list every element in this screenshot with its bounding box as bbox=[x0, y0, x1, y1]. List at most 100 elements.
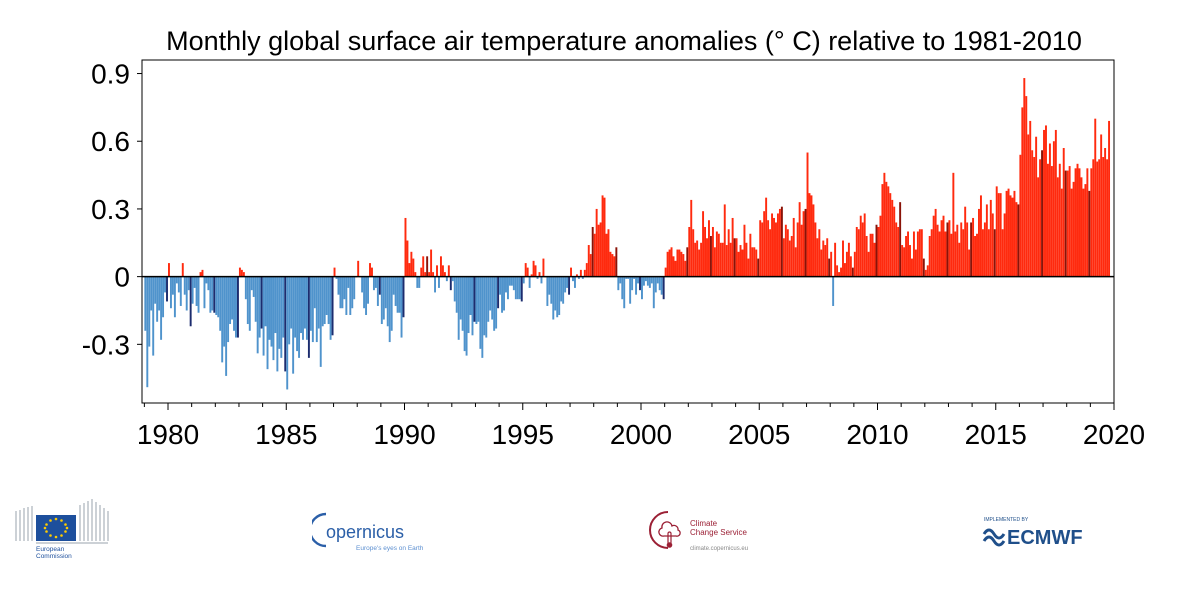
anomaly-bar bbox=[1041, 150, 1044, 277]
anomaly-bar bbox=[723, 204, 726, 277]
anomaly-bar bbox=[378, 276, 381, 295]
anomaly-bar bbox=[800, 224, 803, 277]
anomaly-bar bbox=[702, 211, 705, 277]
anomaly-bar bbox=[737, 251, 740, 277]
anomaly-bar bbox=[302, 276, 304, 340]
anomaly-bar bbox=[495, 276, 498, 329]
anomaly-bar bbox=[581, 276, 584, 279]
anomaly-bar bbox=[183, 276, 186, 295]
anomaly-bar bbox=[749, 233, 752, 277]
anomaly-bar bbox=[572, 276, 574, 282]
y-tick-label: -0.3 bbox=[82, 329, 130, 360]
anomaly-bar bbox=[648, 276, 651, 288]
anomaly-bar bbox=[893, 206, 896, 277]
anomaly-bar bbox=[177, 276, 180, 293]
anomaly-bar bbox=[993, 229, 996, 277]
anomaly-bar bbox=[597, 224, 600, 277]
anomaly-bar bbox=[406, 240, 409, 277]
anomaly-bar bbox=[382, 276, 385, 320]
anomaly-bar bbox=[428, 272, 431, 277]
anomaly-bar bbox=[270, 276, 273, 347]
x-tick-label: 2015 bbox=[965, 419, 1027, 450]
european-commission-logo: European Commission bbox=[14, 497, 114, 563]
anomaly-bar bbox=[778, 208, 781, 277]
anomaly-bar bbox=[272, 276, 275, 361]
anomaly-bar bbox=[510, 276, 513, 286]
anomaly-bar bbox=[798, 202, 801, 277]
anomaly-bar bbox=[392, 276, 395, 295]
anomaly-bar bbox=[1098, 159, 1101, 277]
anomaly-bar bbox=[816, 238, 819, 277]
anomaly-bar bbox=[613, 256, 616, 277]
anomaly-bar bbox=[414, 272, 417, 277]
anomaly-bar bbox=[633, 276, 636, 279]
anomaly-bar bbox=[887, 186, 890, 277]
anomaly-bar bbox=[491, 276, 494, 320]
ec-name-line2: Commission bbox=[36, 553, 72, 560]
anomaly-bar bbox=[235, 276, 237, 338]
anomaly-bar bbox=[867, 251, 870, 277]
anomaly-bar bbox=[997, 193, 1000, 277]
x-tick-label: 2020 bbox=[1083, 419, 1145, 450]
anomaly-bar bbox=[579, 269, 582, 277]
anomaly-bar bbox=[481, 276, 484, 358]
anomaly-bar bbox=[449, 276, 452, 291]
anomaly-bar bbox=[629, 276, 632, 304]
anomaly-bar bbox=[327, 276, 330, 325]
anomaly-bar bbox=[424, 272, 427, 277]
anomaly-bar bbox=[583, 269, 586, 277]
anomaly-bar bbox=[1056, 177, 1059, 277]
anomaly-bar bbox=[1046, 163, 1049, 277]
anomaly-bar bbox=[203, 276, 206, 309]
anomaly-bar bbox=[497, 276, 500, 309]
anomaly-bar bbox=[834, 242, 837, 277]
anomaly-bar bbox=[1092, 159, 1095, 277]
anomaly-bar bbox=[1086, 168, 1089, 277]
anomaly-bar bbox=[532, 260, 535, 277]
anomaly-bar bbox=[641, 276, 643, 300]
anomaly-bar bbox=[851, 267, 854, 277]
anomaly-bar bbox=[262, 276, 265, 356]
bars-group bbox=[144, 78, 1111, 390]
anomaly-bar bbox=[152, 276, 155, 356]
anomaly-bar bbox=[294, 276, 297, 338]
anomaly-bar bbox=[410, 251, 413, 277]
anomaly-bar bbox=[268, 276, 271, 340]
anomaly-bar bbox=[844, 263, 846, 277]
anomaly-bar bbox=[609, 251, 612, 277]
anomaly-bar bbox=[166, 276, 168, 302]
anomaly-bar bbox=[556, 276, 559, 318]
anomaly-bar bbox=[568, 276, 571, 295]
anomaly-bar bbox=[635, 276, 638, 295]
anomaly-bar bbox=[956, 224, 959, 277]
anomaly-bar bbox=[976, 233, 978, 277]
anomaly-bar bbox=[1039, 159, 1042, 277]
anomaly-bar bbox=[619, 276, 622, 284]
anomaly-bar bbox=[412, 258, 415, 277]
anomaly-bar bbox=[483, 276, 486, 336]
anomaly-bar bbox=[751, 247, 754, 277]
anomaly-bar bbox=[784, 224, 787, 277]
anomaly-bar bbox=[1035, 136, 1038, 277]
anomaly-bar bbox=[859, 215, 862, 277]
anomaly-bar bbox=[690, 199, 693, 277]
ec-name-line1: European bbox=[36, 546, 65, 553]
anomaly-bar bbox=[666, 251, 669, 277]
anomaly-bar bbox=[475, 276, 478, 325]
anomaly-bar bbox=[477, 276, 480, 322]
anomaly-bar bbox=[946, 222, 949, 277]
anomaly-bar bbox=[372, 276, 375, 291]
anomaly-bar bbox=[709, 236, 712, 277]
anomaly-bar bbox=[351, 276, 354, 309]
anomaly-bar bbox=[408, 263, 411, 277]
anomaly-bar bbox=[830, 251, 833, 277]
anomaly-bar bbox=[964, 206, 967, 277]
anomaly-bar bbox=[775, 222, 777, 277]
anomaly-bar bbox=[1003, 213, 1006, 277]
anomaly-bar bbox=[520, 276, 523, 302]
anomaly-bar bbox=[156, 276, 159, 322]
anomaly-bar bbox=[979, 195, 982, 277]
anomaly-bar bbox=[644, 276, 647, 282]
x-tick-label: 2005 bbox=[728, 419, 790, 450]
anomaly-bar bbox=[479, 276, 482, 349]
